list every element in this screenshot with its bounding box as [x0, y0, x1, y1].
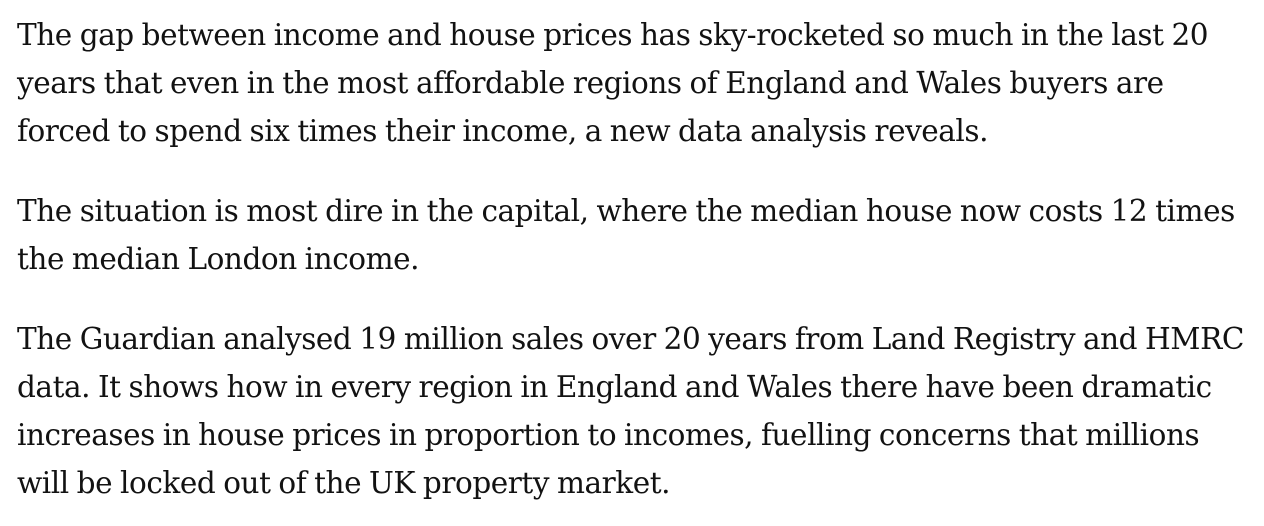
- article-paragraph-1: The gap between income and house prices …: [17, 18, 1209, 148]
- article-body: The gap between income and house prices …: [17, 18, 1244, 500]
- article-paragraph-2: The situation is most dire in the capita…: [17, 194, 1235, 276]
- article-paragraph-3: The Guardian analysed 19 million sales o…: [17, 322, 1244, 500]
